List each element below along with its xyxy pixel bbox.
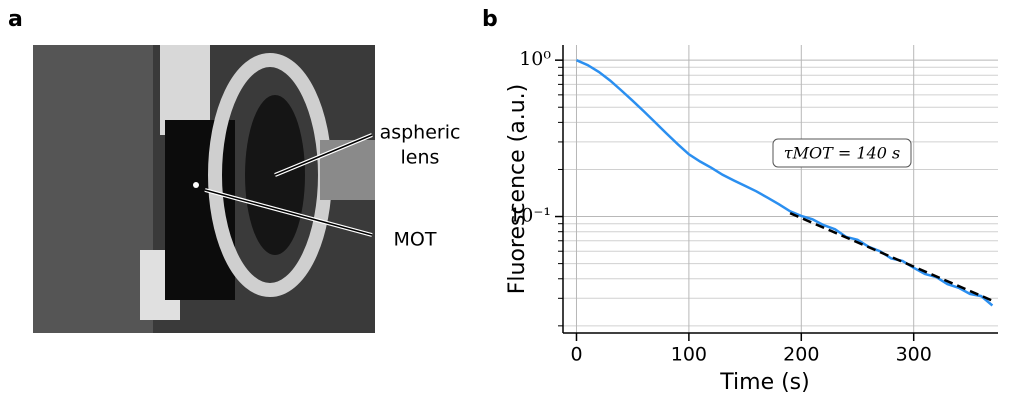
panel-label: b <box>482 7 498 32</box>
photo <box>33 45 375 333</box>
y-tick-label: 10⁻¹ <box>509 205 551 227</box>
y-tick-label: 10⁰ <box>519 48 551 70</box>
mot-label: MOT <box>394 229 437 251</box>
x-tick-label: 100 <box>671 344 707 366</box>
annotation: τMOT = 140 s <box>784 144 900 163</box>
lens-label: aspheric <box>380 122 461 144</box>
data-line <box>575 59 994 307</box>
x-axis-label: Time (s) <box>719 370 809 395</box>
data-line <box>789 212 996 303</box>
x-tick-label: 200 <box>783 344 819 366</box>
lens-label: lens <box>401 147 440 169</box>
panel-label: a <box>8 7 23 32</box>
y-axis-label: Fluorescence (a.u.) <box>505 84 530 295</box>
x-tick-label: 0 <box>570 344 582 366</box>
x-tick-label: 300 <box>896 344 932 366</box>
annotation-box <box>772 138 912 168</box>
